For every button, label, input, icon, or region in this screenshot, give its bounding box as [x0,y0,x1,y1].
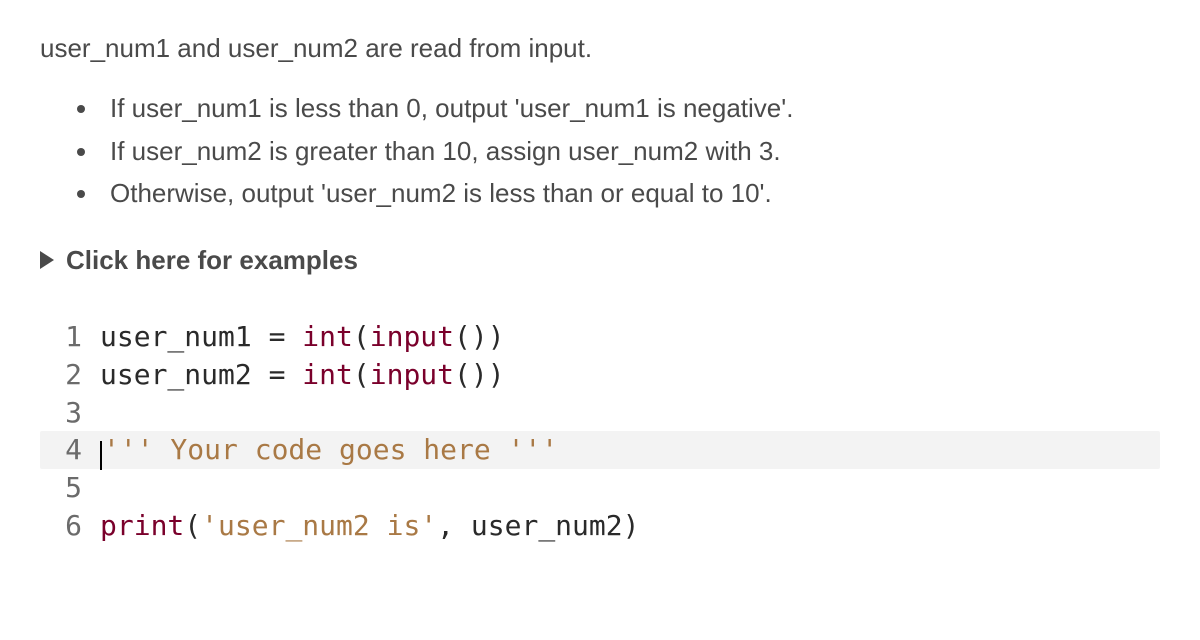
code-line[interactable]: 6print('user_num2 is', user_num2) [40,507,1160,545]
list-item: Otherwise, output 'user_num2 is less tha… [100,175,1160,211]
code-token: 'user_num2 is' [201,509,437,542]
intro-text: user_num1 and user_num2 are read from in… [40,30,1160,66]
line-number: 2 [40,356,100,394]
disclosure-triangle-icon [40,251,54,269]
list-item: If user_num2 is greater than 10, assign … [100,133,1160,169]
code-token: int [302,320,353,353]
code-token [285,320,302,353]
code-token: ''' Your code goes here ''' [103,433,558,466]
line-number: 1 [40,318,100,356]
text-caret-icon [100,441,102,470]
code-token: ()) [454,320,505,353]
code-editor[interactable]: 1user_num1 = int(input())2user_num2 = in… [40,318,1160,545]
code-content[interactable] [100,469,117,507]
code-token: user_num2 [100,358,269,391]
code-token [285,358,302,391]
code-content[interactable]: ''' Your code goes here ''' [100,431,558,469]
code-content[interactable] [100,394,117,432]
code-token: , user_num2 [437,509,622,542]
code-line[interactable]: 1user_num1 = int(input()) [40,318,1160,356]
code-token: print [100,509,184,542]
line-number: 3 [40,394,100,432]
code-content[interactable]: user_num2 = int(input()) [100,356,505,394]
code-token: ()) [454,358,505,391]
line-number: 5 [40,469,100,507]
code-content[interactable]: print('user_num2 is', user_num2) [100,507,639,545]
examples-label: Click here for examples [66,242,358,278]
line-number: 4 [40,431,100,469]
code-line[interactable]: 2user_num2 = int(input()) [40,356,1160,394]
bullet-list: If user_num1 is less than 0, output 'use… [40,90,1160,211]
line-number: 6 [40,507,100,545]
code-content[interactable]: user_num1 = int(input()) [100,318,505,356]
code-token: ) [623,509,640,542]
code-token: input [370,358,454,391]
code-token: int [302,358,353,391]
examples-toggle[interactable]: Click here for examples [40,242,1160,278]
list-item: If user_num1 is less than 0, output 'use… [100,90,1160,126]
code-token: ( [353,358,370,391]
code-token: input [370,320,454,353]
code-token: = [269,320,286,353]
code-line[interactable]: 4''' Your code goes here ''' [40,431,1160,469]
code-line[interactable]: 5 [40,469,1160,507]
code-token: user_num1 [100,320,269,353]
code-token: ( [353,320,370,353]
code-line[interactable]: 3 [40,394,1160,432]
code-token: ( [184,509,201,542]
code-token: = [269,358,286,391]
